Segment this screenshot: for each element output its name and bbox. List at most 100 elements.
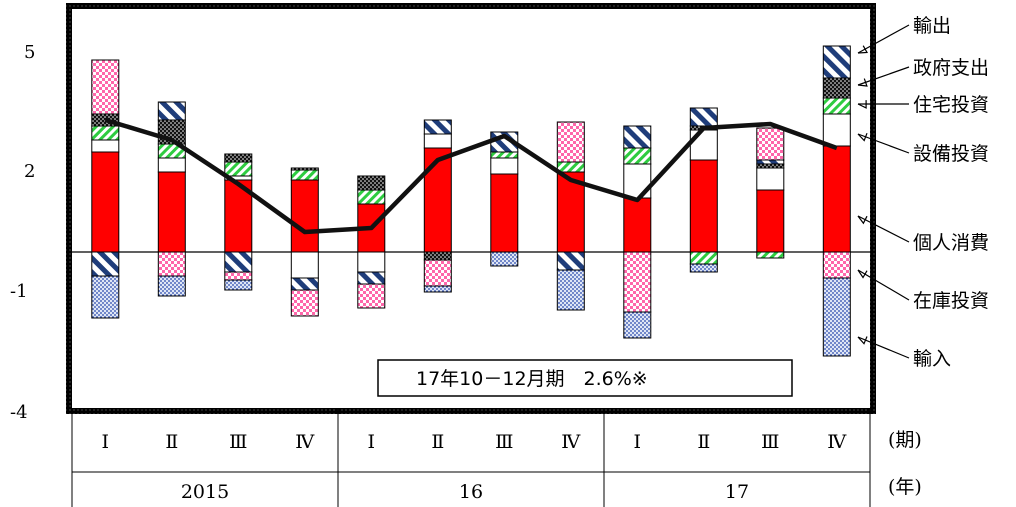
bar-segment xyxy=(423,285,452,293)
bar-segment xyxy=(224,251,253,273)
x-tick-label: Ⅱ xyxy=(165,431,178,453)
x-tick-label: Ⅰ xyxy=(102,431,110,453)
year-unit-label: (年) xyxy=(888,476,922,498)
bar-segment xyxy=(91,251,120,277)
bar-segment xyxy=(290,251,319,279)
x-tick-label: Ⅲ xyxy=(761,431,779,453)
bar-segment xyxy=(822,113,851,147)
legend-arrowhead xyxy=(857,269,868,279)
bars-group xyxy=(91,45,851,357)
bar-segment xyxy=(822,277,851,357)
year-label: 17 xyxy=(725,481,749,503)
bar-segment xyxy=(357,251,386,273)
bar-segment xyxy=(689,107,718,127)
legend-arrowhead xyxy=(857,336,868,345)
bar-segment xyxy=(157,251,186,277)
x-tick-label: Ⅰ xyxy=(368,431,376,453)
bar-segment xyxy=(423,259,452,287)
bar-segment xyxy=(756,189,785,253)
bar-segment xyxy=(756,163,785,169)
bar-segment xyxy=(357,175,386,191)
legend-label: 住宅投資 xyxy=(913,94,989,116)
legend-label: 個人消費 xyxy=(913,232,989,254)
bar-segment xyxy=(423,251,452,261)
legend-arrowhead xyxy=(857,78,868,87)
bar-segment xyxy=(490,157,519,175)
bar-segment xyxy=(756,251,785,259)
bar-segment xyxy=(91,275,120,319)
bar-segment xyxy=(490,151,519,159)
y-tick-labels: 5 2 -1 -4 xyxy=(10,42,35,423)
legend-label: 設備投資 xyxy=(913,143,989,165)
x-tick-label: Ⅱ xyxy=(431,431,444,453)
bar-segment xyxy=(623,251,652,313)
bar-segment xyxy=(822,77,851,99)
legend-leader-line xyxy=(857,215,910,243)
legend-label: 在庫投資 xyxy=(913,290,989,312)
bar-segment xyxy=(756,159,785,165)
gdp-line-group xyxy=(104,117,838,235)
bar-segment xyxy=(423,133,452,149)
y-tick-label: -4 xyxy=(10,402,28,423)
y-tick-label: -1 xyxy=(10,281,28,302)
bar-segment xyxy=(756,167,785,191)
legend-arrowhead xyxy=(857,45,868,54)
bar-segment xyxy=(623,311,652,339)
legend-arrowhead xyxy=(857,132,868,142)
legend-arrowhead xyxy=(857,215,868,225)
x-tick-label: Ⅳ xyxy=(827,431,847,453)
bar-segment xyxy=(623,197,652,253)
legend-leader-line xyxy=(857,336,910,359)
legend-label: 輸入 xyxy=(913,348,951,370)
bar-segment xyxy=(157,171,186,253)
legend-arrowhead xyxy=(857,100,867,109)
year-label: 2015 xyxy=(181,481,229,503)
legend-label: 政府支出 xyxy=(913,57,989,79)
bar-segment xyxy=(689,159,718,253)
bar-segment xyxy=(556,121,585,163)
bar-segment xyxy=(290,167,319,171)
gdp-line xyxy=(104,117,838,235)
bar-segment xyxy=(756,127,785,161)
bar-segment xyxy=(290,169,319,181)
bar-segment xyxy=(224,153,253,163)
year-labels: 2015 16 17 xyxy=(181,481,749,503)
bar-segment xyxy=(91,59,120,115)
bar-segment xyxy=(423,147,452,253)
bar-segment xyxy=(290,277,319,291)
period-unit-label: (期) xyxy=(888,429,922,451)
bar-segment xyxy=(822,251,851,279)
legend-label: 輸出 xyxy=(913,15,951,37)
bar-segment xyxy=(357,189,386,205)
bar-segment xyxy=(623,125,652,149)
bar-segment xyxy=(490,173,519,253)
bar-segment xyxy=(556,161,585,173)
legend-leader-line xyxy=(857,269,910,301)
legend-leader-line xyxy=(857,24,910,54)
year-label: 16 xyxy=(459,481,483,503)
bar-segment xyxy=(623,147,652,165)
plot-frame xyxy=(66,3,876,414)
x-axis-table xyxy=(71,408,871,507)
bar-segment xyxy=(556,269,585,311)
x-tick-label: Ⅲ xyxy=(495,431,513,453)
bar-segment xyxy=(689,263,718,273)
bar-segment xyxy=(822,97,851,115)
bar-segment xyxy=(290,179,319,253)
annotation-frame xyxy=(377,359,793,397)
x-tick-label: Ⅲ xyxy=(229,431,247,453)
y-tick-label: 2 xyxy=(24,161,35,182)
bar-segment xyxy=(689,251,718,265)
annotation-box: 17年10－12月期 2.6%※ xyxy=(377,359,793,397)
bar-segment xyxy=(556,251,585,271)
bar-segment xyxy=(157,275,186,297)
bar-segment xyxy=(357,271,386,285)
bar-segment xyxy=(822,145,851,253)
bar-segment xyxy=(357,283,386,309)
y-tick-label: 5 xyxy=(24,42,35,63)
bar-segment xyxy=(91,151,120,253)
bar-segment xyxy=(157,101,186,121)
bar-segment xyxy=(423,119,452,135)
